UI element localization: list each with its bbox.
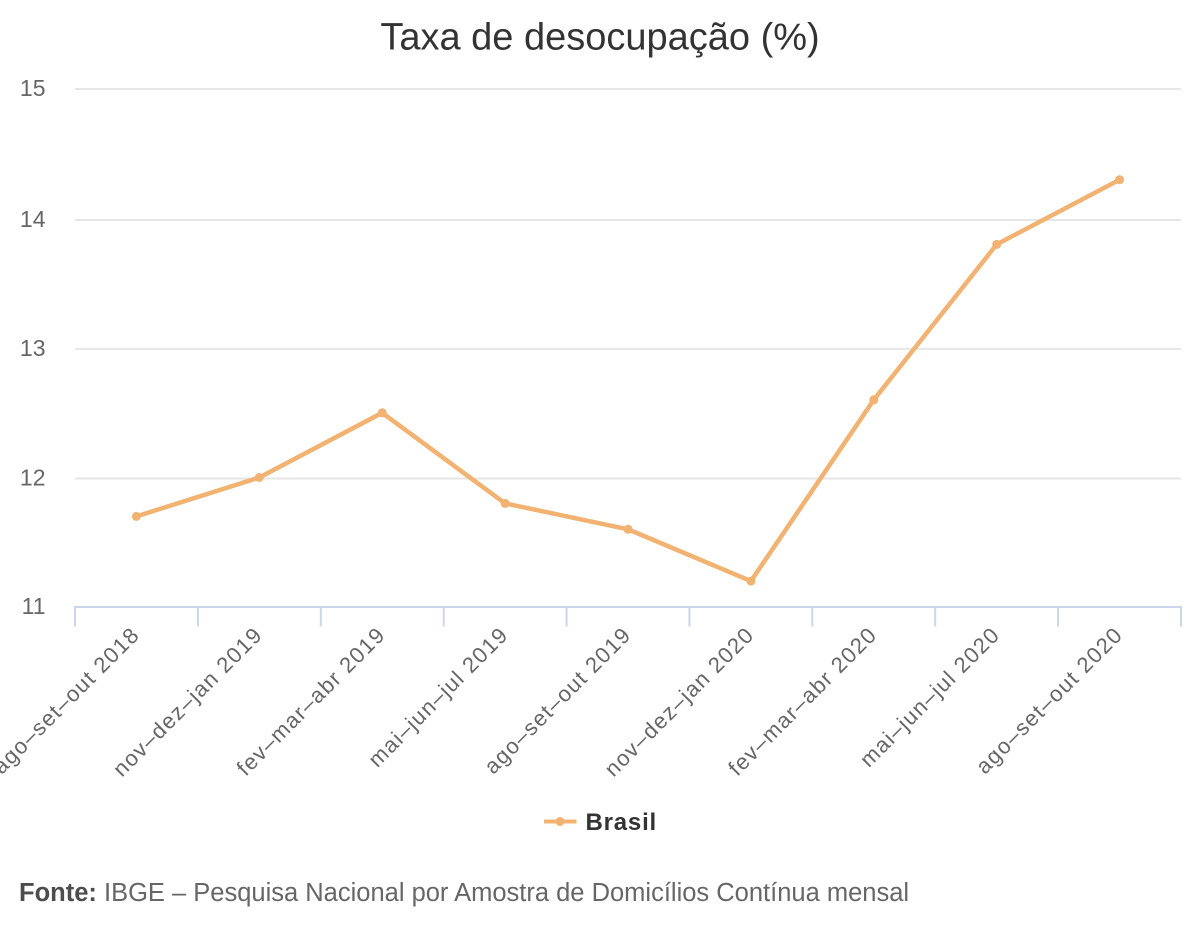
svg-text:15: 15 xyxy=(20,75,46,101)
svg-text:Fonte: IBGE – Pesquisa Naciona: Fonte: IBGE – Pesquisa Nacional por Amos… xyxy=(19,879,909,907)
svg-text:Taxa de desocupação (%): Taxa de desocupação (%) xyxy=(380,17,819,59)
svg-text:13: 13 xyxy=(20,335,46,361)
svg-text:Brasil: Brasil xyxy=(586,809,658,836)
svg-text:14: 14 xyxy=(20,206,46,232)
svg-text:11: 11 xyxy=(22,593,46,619)
svg-text:12: 12 xyxy=(20,465,46,491)
